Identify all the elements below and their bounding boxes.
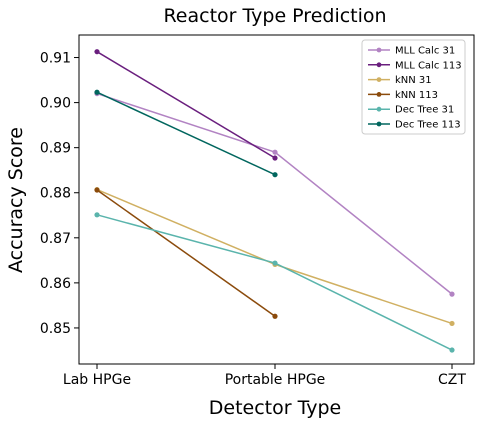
y-axis-label: Accuracy Score [5,127,27,273]
data-point [94,49,100,55]
legend-label: MLL Calc 113 [395,60,462,71]
data-point [449,320,455,327]
y-tick-label: 0.85 [40,321,71,337]
series-1 [94,49,278,161]
legend-label: kNN 113 [395,90,438,101]
y-tick-label: 0.90 [40,96,71,112]
x-axis: Lab HPGe Portable HPGe CZT [63,364,466,388]
series-line [96,189,276,317]
data-point [272,260,278,266]
x-tick-label: Lab HPGe [63,372,131,388]
legend-marker [376,106,382,112]
chart-title: Reactor Type Prediction [163,5,386,27]
data-point [272,155,278,161]
legend-label: kNN 31 [395,75,432,86]
legend-marker [376,92,382,97]
legend-item: kNN 31 [368,75,432,86]
legend-label: Dec Tree 31 [395,105,454,116]
series-line [96,188,453,325]
legend: MLL Calc 31 MLL Calc 113 kNN 31 kNN 113 Dec … [361,39,466,135]
legend-marker [376,77,382,82]
legend-label: Dec Tree 113 [395,120,461,131]
y-tick-label: 0.86 [40,276,71,292]
y-tick-label: 0.89 [40,141,71,157]
series-line [96,51,276,159]
legend-item: Dec Tree 31 [368,105,454,116]
data-point [449,347,455,353]
x-tick-label: Portable HPGe [225,372,326,388]
data-point [449,291,455,297]
plot-frame [78,34,475,365]
data-point [272,149,278,155]
series-5 [94,89,278,178]
y-tick-label: 0.88 [40,186,71,202]
series-line [96,91,276,176]
legend-marker [376,121,382,127]
legend-item: MLL Calc 31 [368,46,455,57]
legend-item: MLL Calc 113 [368,60,462,71]
data-point [94,89,100,95]
series-3 [94,187,278,319]
y-tick-label: 0.91 [40,51,71,67]
legend-marker [376,62,382,68]
y-axis: 0.85 0.86 0.87 0.88 0.89 0.90 0.91 [40,51,79,337]
data-point [272,313,278,319]
x-tick-label: CZT [438,372,466,388]
legend-label: MLL Calc 31 [395,46,455,57]
legend-frame [361,39,466,135]
legend-marker [376,47,382,53]
data-point [94,187,100,193]
y-tick-label: 0.87 [40,231,71,247]
series-line [96,214,453,351]
data-point [94,212,100,218]
data-point [272,172,278,178]
series-layer [94,49,455,353]
x-axis-label: Detector Type [209,397,341,419]
series-4 [94,212,455,353]
legend-item: kNN 113 [368,90,438,101]
series-2 [94,186,455,327]
legend-item: Dec Tree 113 [368,120,461,131]
